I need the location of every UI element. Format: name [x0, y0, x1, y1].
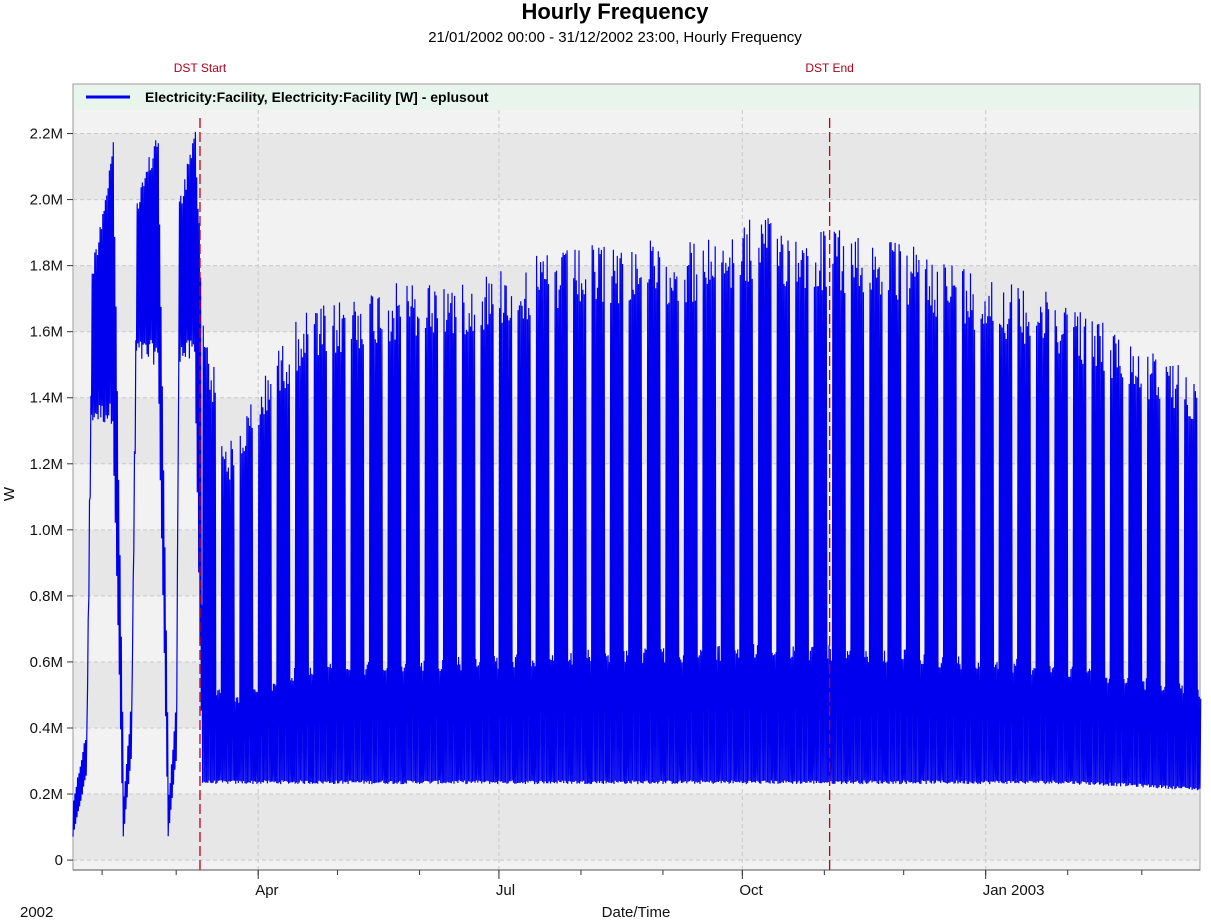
grid-band: [74, 265, 1199, 332]
grid-band: [74, 133, 1199, 200]
y-tick-label: 1.4M: [30, 390, 63, 407]
dst-label: DST Start: [174, 61, 227, 75]
y-tick-label: 0.6M: [30, 654, 63, 671]
dst-label: DST End: [805, 61, 853, 75]
series-layer: [72, 131, 1202, 837]
grid-band: [74, 794, 1199, 861]
x-axis: Apr Jul Oct Jan 2003: [73, 869, 1200, 899]
year-label: 2002: [20, 904, 53, 921]
y-tick-label: 1.0M: [30, 522, 63, 539]
chart-title: Hourly Frequency: [521, 0, 709, 24]
legend-label: Electricity:Facility, Electricity:Facili…: [145, 89, 489, 105]
y-tick-label: 2.0M: [30, 192, 63, 209]
x-tick-label: Jan 2003: [983, 882, 1045, 899]
y-tick-label: 0.2M: [30, 786, 63, 803]
y-tick-label: 1.2M: [30, 456, 63, 473]
x-axis-label: Date/Time: [602, 904, 671, 921]
y-tick-label: 0.8M: [30, 588, 63, 605]
y-tick-label: 2.2M: [30, 126, 63, 143]
chart-subtitle: 21/01/2002 00:00 - 31/12/2002 23:00, Hou…: [428, 29, 802, 46]
y-tick-label: 0: [55, 852, 63, 869]
x-tick-label: Apr: [255, 882, 278, 899]
legend-box: [74, 85, 1199, 109]
y-axis-label: W: [1, 486, 18, 501]
y-tick-label: 1.6M: [30, 324, 63, 341]
x-tick-label: Oct: [739, 882, 763, 899]
x-tick-label: Jul: [496, 882, 515, 899]
dst-labels: DST Start DST End: [174, 61, 854, 75]
y-axis: 0 0.2M 0.4M 0.6M 0.8M 1.0M 1.2M 1.4M 1.6M 1.8M 2.0…: [30, 126, 73, 869]
y-tick-label: 0.4M: [30, 720, 63, 737]
series-line: [72, 131, 1202, 837]
y-tick-label: 1.8M: [30, 258, 63, 275]
